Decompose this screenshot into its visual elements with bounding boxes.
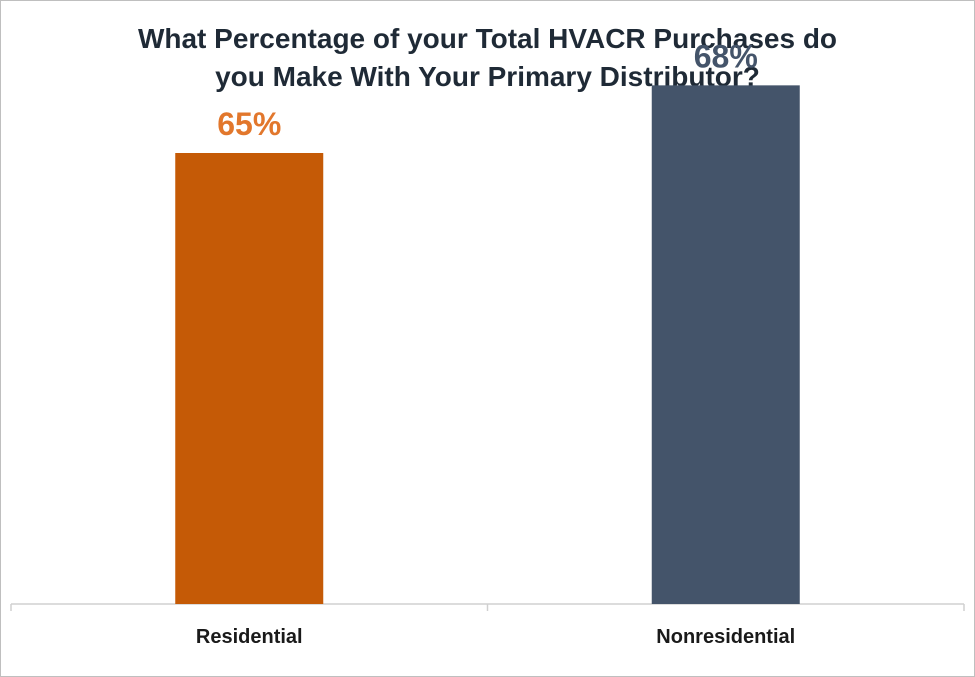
category-label-residential: Residential <box>196 626 303 648</box>
data-label-residential: 65% <box>217 106 281 142</box>
bar-nonresidential <box>651 85 800 605</box>
data-label-nonresidential: 68% <box>694 38 758 74</box>
bars-group: 65% Residential 68% Nonresidential <box>175 38 800 648</box>
category-label-nonresidential: Nonresidential <box>656 626 795 648</box>
chart-title-line-1: What Percentage of your Total HVACR Purc… <box>137 23 838 54</box>
bar-residential <box>175 153 324 604</box>
